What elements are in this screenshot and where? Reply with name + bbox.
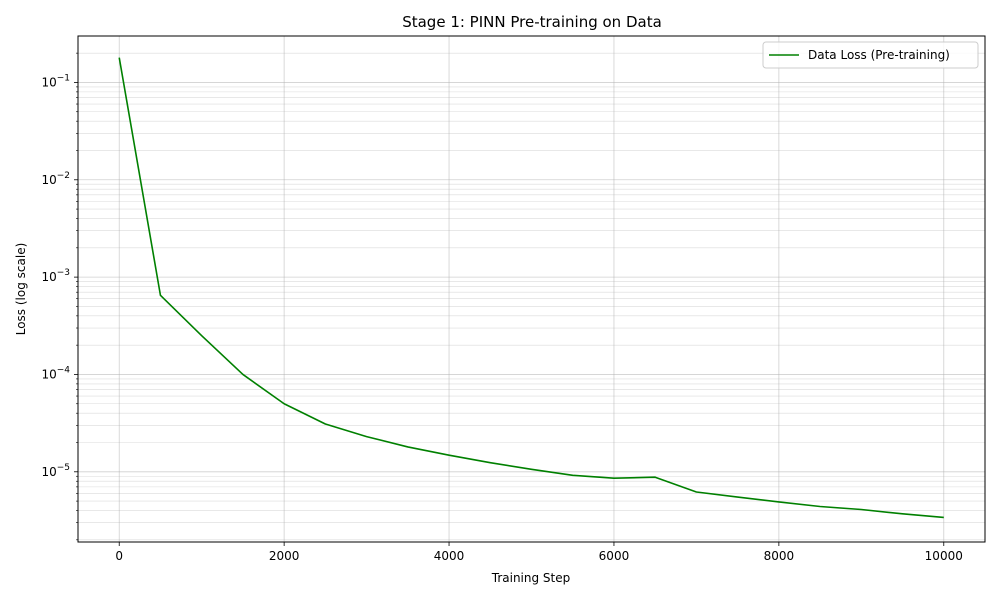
series-layer xyxy=(118,57,945,519)
data-point xyxy=(366,436,368,438)
x-tick-label: 10000 xyxy=(925,549,963,563)
y-axis-ticks: 10−5 10−4 10−3 10−2 10−1 xyxy=(41,52,78,541)
data-point xyxy=(160,295,162,297)
legend-box xyxy=(762,41,979,69)
data-point xyxy=(531,469,533,471)
y-tick-label: 10−4 xyxy=(41,365,70,381)
data-point xyxy=(902,513,904,515)
data-point xyxy=(572,475,574,477)
y-tick-label: 10−5 xyxy=(41,463,70,479)
data-point xyxy=(861,509,863,511)
plot-frame xyxy=(77,35,986,543)
x-axis-label: Training Step xyxy=(491,571,571,585)
data-point xyxy=(325,423,327,425)
y-tick-label: 10−1 xyxy=(41,73,70,89)
data-point xyxy=(283,403,285,405)
legend: Data Loss (Pre-training) xyxy=(762,41,979,69)
data-point xyxy=(819,506,821,508)
y-axis-label: Loss (log scale) xyxy=(14,243,28,336)
x-tick-label: 0 xyxy=(115,549,123,563)
x-tick-label: 2000 xyxy=(269,549,300,563)
data-point xyxy=(696,491,698,493)
data-point xyxy=(737,496,739,498)
x-tick-label: 6000 xyxy=(599,549,630,563)
legend-label: Data Loss (Pre-training) xyxy=(808,48,950,62)
data-point xyxy=(118,57,120,59)
data-point xyxy=(489,462,491,464)
x-axis-ticks: 0 2000 4000 6000 8000 10000 xyxy=(115,542,963,563)
data-point xyxy=(407,446,409,448)
series-line-0 xyxy=(118,57,944,519)
data-point xyxy=(242,374,244,376)
data-point xyxy=(943,517,945,519)
data-point xyxy=(778,501,780,503)
data-point xyxy=(613,477,615,479)
chart-title: Stage 1: PINN Pre-training on Data xyxy=(402,13,662,31)
x-tick-label: 4000 xyxy=(434,549,465,563)
data-point xyxy=(654,476,656,478)
data-point xyxy=(201,335,203,337)
x-tick-label: 8000 xyxy=(764,549,795,563)
y-tick-label: 10−2 xyxy=(41,171,70,187)
y-tick-label: 10−3 xyxy=(41,268,70,284)
data-point xyxy=(448,454,450,456)
